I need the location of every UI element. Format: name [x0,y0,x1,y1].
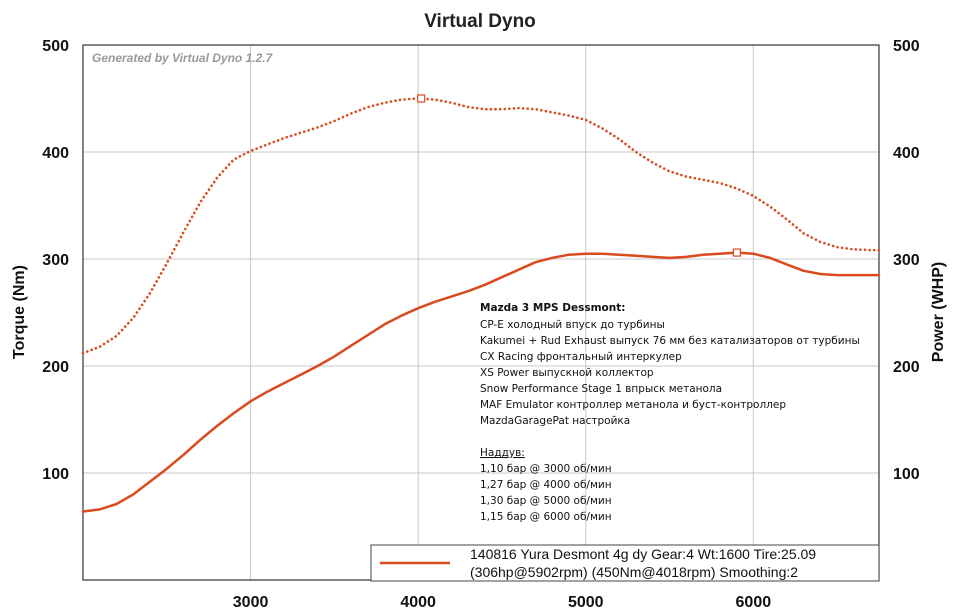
notes-line: MAF Emulator контроллер метанола и буст-… [480,399,786,411]
y-right-tick-label: 300 [893,252,920,269]
x-tick-label: 4000 [400,594,436,611]
legend: 140816 Yura Desmont 4g dy Gear:4 Wt:1600… [370,544,880,582]
notes-line: CX Racing фронтальный интеркулер [480,351,682,363]
y-right-tick-label: 200 [893,359,920,376]
notes-title: Mazda 3 MPS Dessmont: [480,302,625,314]
notes-line: CP-E холодный впуск до турбины [480,319,665,331]
series-layer [81,94,881,513]
x-tick-label: 5000 [568,594,604,611]
chart-title: Virtual Dyno [424,11,536,32]
y-left-tick-label: 200 [42,359,69,376]
y-axis-left-ticks: 100 200 300 400 500 [42,38,69,483]
y-left-tick-label: 400 [42,145,69,162]
boost-line: 1,15 бар @ 6000 об/мин [480,511,612,523]
boost-line: 1,27 бар @ 4000 об/мин [480,479,612,491]
modifications-note: Mazda 3 MPS Dessmont: CP-E холодный впус… [480,302,860,523]
peak-marker [417,94,426,103]
y-left-tick-label: 500 [42,38,69,55]
generator-watermark: Generated by Virtual Dyno 1.2.7 [92,51,274,65]
power-series-line [81,97,881,355]
legend-box [370,544,880,582]
x-tick-label: 6000 [736,594,772,611]
notes-line: XS Power выпускной коллектор [480,367,654,379]
legend-line-2: (306hp@5902rpm) (450Nm@4018rpm) Smoothin… [470,564,798,580]
x-axis-ticks: 3000 4000 5000 6000 [233,594,771,611]
boost-line: 1,30 бар @ 5000 об/мин [480,495,612,507]
boost-title: Наддув: [480,447,525,459]
y-left-tick-label: 100 [42,466,69,483]
y-axis-left-label: Torque (Nm) [11,265,28,359]
y-axis-right-ticks: 100 200 300 400 500 [893,38,920,483]
x-tick-label: 3000 [233,594,269,611]
notes-line: Kakumei + Rud Exhaust выпуск 76 мм без к… [480,335,860,347]
notes-line: Snow Performance Stage 1 впрыск метанола [480,383,722,395]
y-right-tick-label: 400 [893,145,920,162]
y-left-tick-label: 300 [42,252,69,269]
y-right-tick-label: 100 [893,466,920,483]
legend-line-1: 140816 Yura Desmont 4g dy Gear:4 Wt:1600… [470,546,816,562]
peak-marker [732,248,741,257]
y-axis-right-label: Power (WHP) [930,262,947,362]
y-right-tick-label: 500 [893,38,920,55]
boost-line: 1,10 бар @ 3000 об/мин [480,463,612,475]
notes-line: MazdaGaragePat настройка [480,415,630,427]
